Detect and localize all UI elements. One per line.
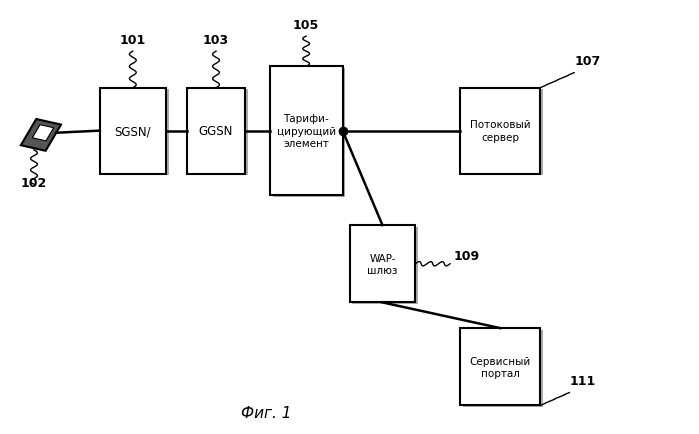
Text: GGSN: GGSN (199, 125, 233, 138)
FancyBboxPatch shape (187, 89, 245, 174)
Text: 109: 109 (454, 249, 480, 262)
Polygon shape (32, 125, 54, 141)
FancyBboxPatch shape (352, 227, 418, 304)
Text: SGSN/: SGSN/ (115, 125, 151, 138)
FancyBboxPatch shape (461, 329, 540, 405)
FancyBboxPatch shape (350, 226, 415, 302)
FancyBboxPatch shape (461, 89, 540, 174)
Text: 103: 103 (203, 34, 229, 47)
Text: 102: 102 (21, 177, 47, 190)
Text: 101: 101 (120, 34, 146, 47)
Polygon shape (21, 120, 61, 151)
Text: Тарифи-
цирующий
элемент: Тарифи- цирующий элемент (277, 114, 336, 149)
Text: Сервисный
портал: Сервисный портал (470, 356, 531, 378)
FancyBboxPatch shape (463, 330, 543, 407)
Text: 105: 105 (293, 19, 319, 32)
FancyBboxPatch shape (100, 89, 166, 174)
FancyBboxPatch shape (189, 90, 248, 176)
FancyBboxPatch shape (270, 67, 343, 196)
Text: Фиг. 1: Фиг. 1 (241, 405, 291, 421)
FancyBboxPatch shape (463, 90, 543, 176)
FancyBboxPatch shape (103, 90, 168, 176)
Text: Потоковый
сервер: Потоковый сервер (470, 120, 531, 142)
FancyBboxPatch shape (273, 69, 345, 197)
Text: WAP-
шлюз: WAP- шлюз (367, 253, 398, 275)
Text: 111: 111 (569, 375, 596, 388)
Text: 107: 107 (574, 56, 600, 68)
